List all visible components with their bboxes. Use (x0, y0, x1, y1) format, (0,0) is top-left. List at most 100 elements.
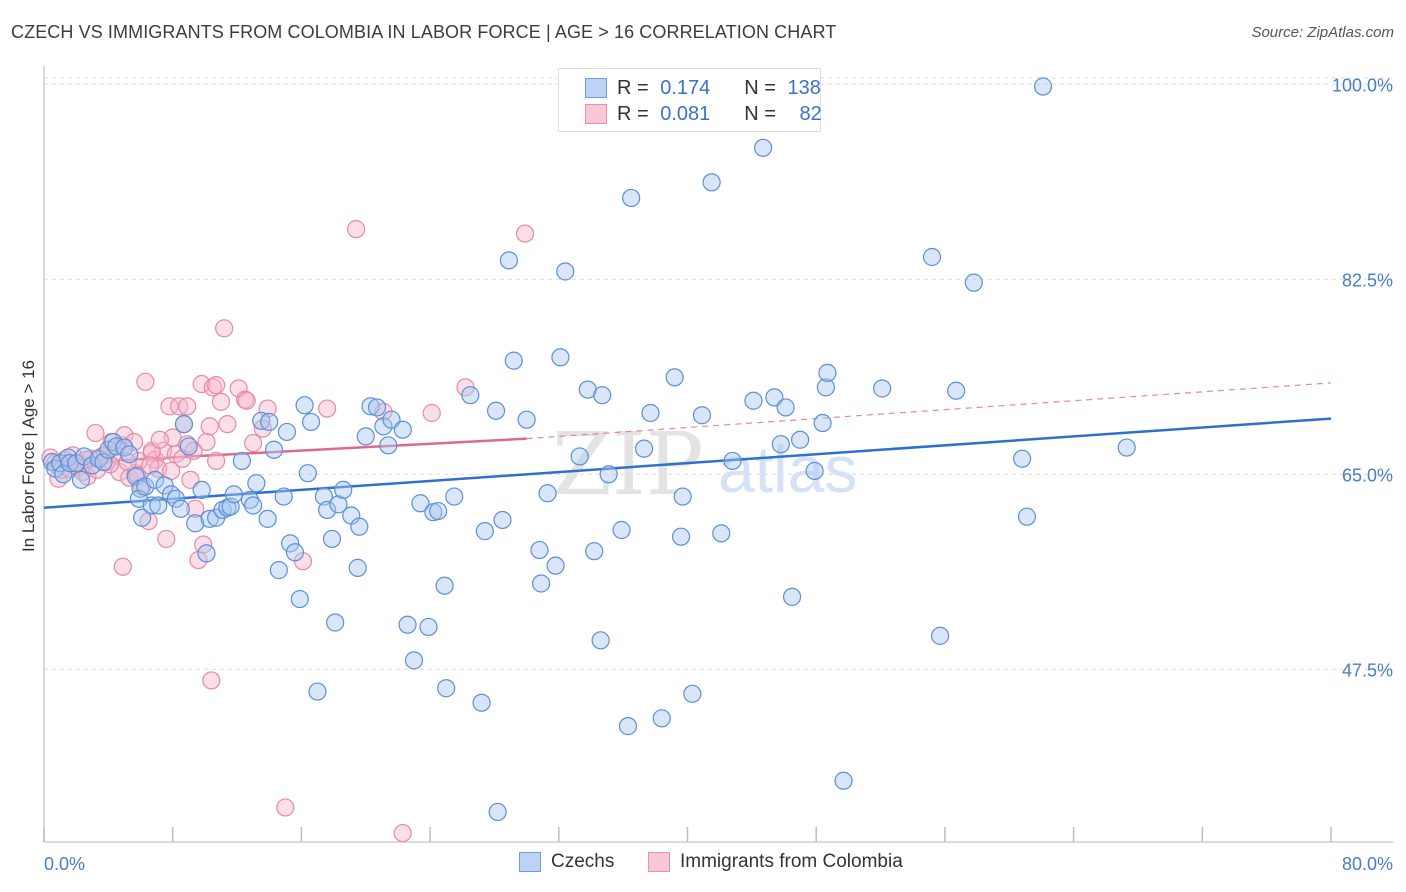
y-tick-label: 65.0% (1342, 465, 1393, 485)
czechs-point (348, 558, 367, 577)
czechs-point (461, 386, 480, 405)
colombia-point (192, 374, 211, 394)
colombia-trend-extension (526, 382, 1332, 440)
czechs-point (585, 542, 604, 561)
czechs-point (240, 490, 260, 510)
czechs-n-label: N = (744, 76, 782, 99)
colombia-n-value: 82 (799, 102, 822, 125)
czechs-point (499, 251, 519, 270)
tick-labels: 47.5% 65.0% 82.5% 100.0% 0.0% 80.0% (44, 75, 1393, 874)
czechs-point (744, 391, 763, 410)
czechs-point (155, 476, 174, 495)
czechs-point (570, 447, 589, 466)
czechs-point (232, 451, 251, 471)
czechs-point (274, 487, 293, 506)
colombia-point (197, 432, 216, 452)
czechs-trend-line (43, 417, 1332, 509)
czechs-point (622, 188, 641, 208)
czechs-point (782, 587, 802, 606)
czechs-point (404, 651, 424, 670)
czechs-point (174, 415, 194, 434)
czechs-point (356, 427, 375, 446)
czechs-point (136, 477, 155, 496)
czechs-point (776, 398, 795, 417)
czechs-point (723, 451, 742, 471)
czechs-point (873, 379, 892, 398)
czechs-point (791, 430, 810, 449)
x-tick-label: 80.0% (1342, 854, 1393, 874)
y-axis-label: In Labor Force | Age > 16 (19, 360, 38, 552)
colombia-n-label: N = (744, 102, 782, 125)
czechs-point (142, 496, 161, 515)
czechs-point (83, 456, 102, 475)
czechs-point (133, 508, 152, 527)
colombia-point (211, 392, 231, 411)
correlation-legend: R = 0.174 N = 138 R = 0.081 N = 82 (558, 68, 822, 132)
czechs-point (120, 445, 139, 464)
legend-item-czechs: Czechs (519, 851, 614, 873)
czechs-point (393, 420, 412, 439)
czechs-point (493, 510, 512, 530)
colombia-point (422, 403, 441, 423)
czechs-point (538, 484, 557, 503)
czechs-point (247, 474, 266, 493)
czechs-point (1117, 438, 1136, 457)
czechs-point (419, 617, 438, 637)
colombia-point (318, 399, 337, 418)
czechs-point (652, 709, 671, 728)
czechs-point (350, 517, 369, 536)
czechs-point (593, 386, 612, 405)
czechs-point (186, 514, 205, 533)
czechs-point (361, 397, 380, 416)
y-tick-label: 100.0% (1332, 75, 1393, 95)
czechs-point (145, 470, 165, 489)
czechs-point (530, 540, 549, 560)
colombia-point (244, 433, 263, 453)
czechs-point (437, 679, 456, 698)
czechs-point (411, 494, 430, 513)
czechs-point (314, 487, 334, 506)
czechs-point (532, 574, 551, 593)
colombia-legend-swatch (648, 852, 670, 872)
czechs-point (618, 717, 638, 736)
czechs-point (301, 412, 321, 432)
czechs-point (224, 485, 243, 504)
colombia-legend-label: Immigrants from Colombia (680, 851, 903, 872)
czechs-point (504, 351, 523, 370)
czechs-r-value: 0.174 (660, 76, 711, 99)
czechs-point (472, 693, 491, 712)
x-tick-label: 0.0% (44, 854, 85, 874)
czechs-point (665, 368, 684, 387)
czechs-point (258, 509, 277, 528)
colombia-point (215, 319, 234, 338)
colombia-point (141, 456, 160, 475)
czechs-point (269, 561, 288, 580)
czechs-point (818, 363, 837, 382)
czechs-point (192, 480, 211, 499)
czechs-legend-label: Czechs (551, 851, 615, 872)
czechs-point (556, 262, 575, 281)
czechs-point (517, 410, 536, 429)
colombia-point (515, 224, 535, 243)
czechs-point (318, 500, 337, 520)
czechs-point (322, 529, 342, 549)
czechs-point (435, 576, 454, 595)
czechs-point (754, 138, 773, 157)
czechs-point (445, 487, 464, 506)
czechs-point (398, 615, 417, 634)
czechs-point (379, 436, 398, 455)
y-tick-label: 82.5% (1342, 270, 1393, 290)
czechs-point (486, 401, 506, 420)
colombia-point (186, 499, 205, 518)
czechs-point (298, 464, 317, 483)
czechs-point (1013, 449, 1032, 468)
legend-item-colombia: Immigrants from Colombia (648, 851, 903, 873)
trend-lines (43, 382, 1332, 509)
czechs-point (551, 348, 570, 367)
colombia-swatch (585, 104, 607, 124)
czechs-point (367, 398, 387, 417)
czechs-point (671, 527, 691, 546)
gridlines (44, 77, 1393, 670)
czechs-point (200, 509, 219, 528)
colombia-point (207, 376, 226, 395)
